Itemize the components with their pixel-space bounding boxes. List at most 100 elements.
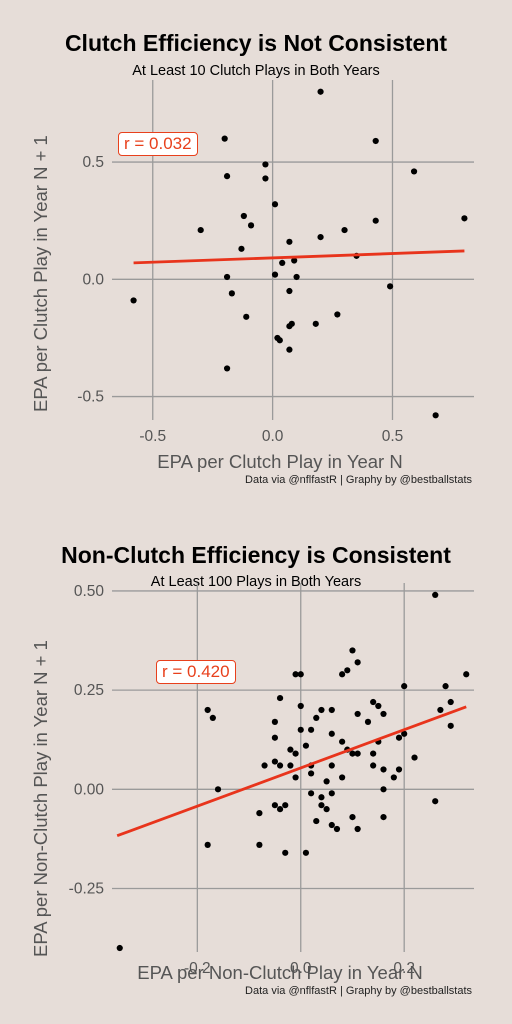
- data-point: [339, 671, 346, 678]
- data-point: [130, 297, 137, 304]
- chart-clutch: Clutch Efficiency is Not Consistent At L…: [30, 30, 474, 486]
- data-point: [375, 702, 382, 710]
- data-point: [204, 841, 211, 848]
- data-point: [221, 135, 228, 142]
- data-point: [286, 238, 293, 245]
- data-point: [313, 714, 320, 722]
- data-point: [370, 698, 377, 706]
- data-point: [328, 821, 335, 829]
- data-point: [261, 762, 268, 769]
- data-point: [271, 201, 279, 208]
- data-point: [256, 841, 263, 848]
- data-point: [323, 806, 330, 813]
- data-point: [364, 718, 372, 725]
- x-tick-label: 0.2: [393, 960, 415, 977]
- data-point: [197, 226, 204, 234]
- data-point: [293, 273, 300, 281]
- data-point: [370, 762, 377, 769]
- chart-subtitle: At Least 100 Plays in Both Years: [150, 574, 362, 590]
- chart-title: Clutch Efficiency is Not Consistent: [64, 30, 448, 56]
- data-point: [442, 683, 449, 690]
- data-point: [341, 226, 348, 234]
- chart-caption: Data via @nflfastR | Graphy by @bestball…: [245, 474, 472, 486]
- data-point: [386, 283, 394, 290]
- data-point: [308, 790, 315, 797]
- data-point: [328, 790, 335, 797]
- data-point: [291, 257, 298, 264]
- chart-non-clutch: Non-Clutch Efficiency is Consistent At L…: [0, 512, 512, 1024]
- data-point: [286, 287, 293, 295]
- data-point: [282, 849, 289, 856]
- data-point: [372, 137, 379, 145]
- data-point: [308, 770, 315, 777]
- data-point: [302, 849, 310, 856]
- data-point: [286, 346, 293, 353]
- data-point: [372, 217, 379, 224]
- data-point: [286, 323, 293, 330]
- y-tick-label: 0.00: [74, 781, 105, 798]
- data-point: [317, 234, 324, 241]
- chart-subtitle: At Least 10 Clutch Plays in Both Years: [132, 63, 380, 79]
- data-point: [271, 271, 279, 278]
- data-point: [318, 794, 325, 801]
- data-point: [313, 817, 320, 825]
- data-point: [223, 273, 231, 281]
- data-point: [354, 710, 361, 718]
- data-point: [243, 313, 250, 320]
- data-point: [238, 245, 245, 252]
- data-point: [271, 718, 278, 725]
- data-point: [333, 825, 341, 833]
- data-point: [209, 714, 216, 722]
- y-tick-label: 0.50: [74, 583, 105, 600]
- data-point: [214, 786, 222, 793]
- data-point: [116, 944, 123, 952]
- data-point: [328, 762, 335, 769]
- data-point: [328, 730, 335, 737]
- data-point: [271, 802, 278, 809]
- data-point: [411, 754, 418, 761]
- data-point: [271, 758, 278, 765]
- data-point: [262, 161, 269, 168]
- data-point: [354, 750, 361, 757]
- scatter-plot: -0.2 0.0 0.2 -0.25 0.00 0.25 0.50: [69, 583, 474, 977]
- data-point: [461, 215, 468, 222]
- chart-caption: Data via @nflfastR | Graphy by @bestball…: [245, 985, 472, 997]
- data-point: [297, 726, 304, 733]
- data-point: [240, 212, 247, 220]
- data-point: [354, 659, 361, 666]
- y-axis-label: EPA per Non-Clutch Play in Year N + 1: [30, 640, 51, 957]
- data-point: [349, 813, 356, 821]
- y-tick-label: -0.5: [77, 389, 104, 406]
- x-tick-label: 0.0: [290, 960, 312, 977]
- y-tick-label: 0.5: [82, 154, 104, 171]
- data-point: [276, 762, 284, 769]
- data-point: [334, 311, 341, 318]
- data-point: [317, 88, 324, 95]
- data-point: [395, 766, 403, 773]
- chart-title: Non-Clutch Efficiency is Consistent: [61, 542, 451, 568]
- data-point: [287, 762, 294, 769]
- data-point: [328, 706, 335, 714]
- data-point: [223, 365, 231, 372]
- data-point: [380, 786, 387, 793]
- x-tick-label: 0.0: [262, 428, 284, 445]
- data-point: [262, 175, 269, 182]
- data-point: [204, 706, 211, 714]
- y-tick-label: 0.25: [74, 682, 104, 699]
- data-point: [318, 706, 325, 714]
- correlation-annotation: r = 0.420: [156, 660, 236, 684]
- data-point: [312, 320, 319, 327]
- data-point: [410, 168, 418, 175]
- data-point: [308, 726, 315, 733]
- data-point: [292, 671, 299, 678]
- trend-line: [133, 249, 465, 265]
- data-point: [318, 802, 325, 809]
- data-point: [432, 798, 439, 805]
- data-point: [228, 290, 235, 297]
- data-point: [292, 774, 299, 781]
- data-point: [287, 746, 294, 753]
- data-point: [323, 778, 330, 785]
- data-point: [447, 698, 454, 706]
- trend-line: [116, 705, 467, 838]
- scatter-plot: -0.5 0.0 0.5 -0.5 0.0 0.5: [77, 80, 474, 445]
